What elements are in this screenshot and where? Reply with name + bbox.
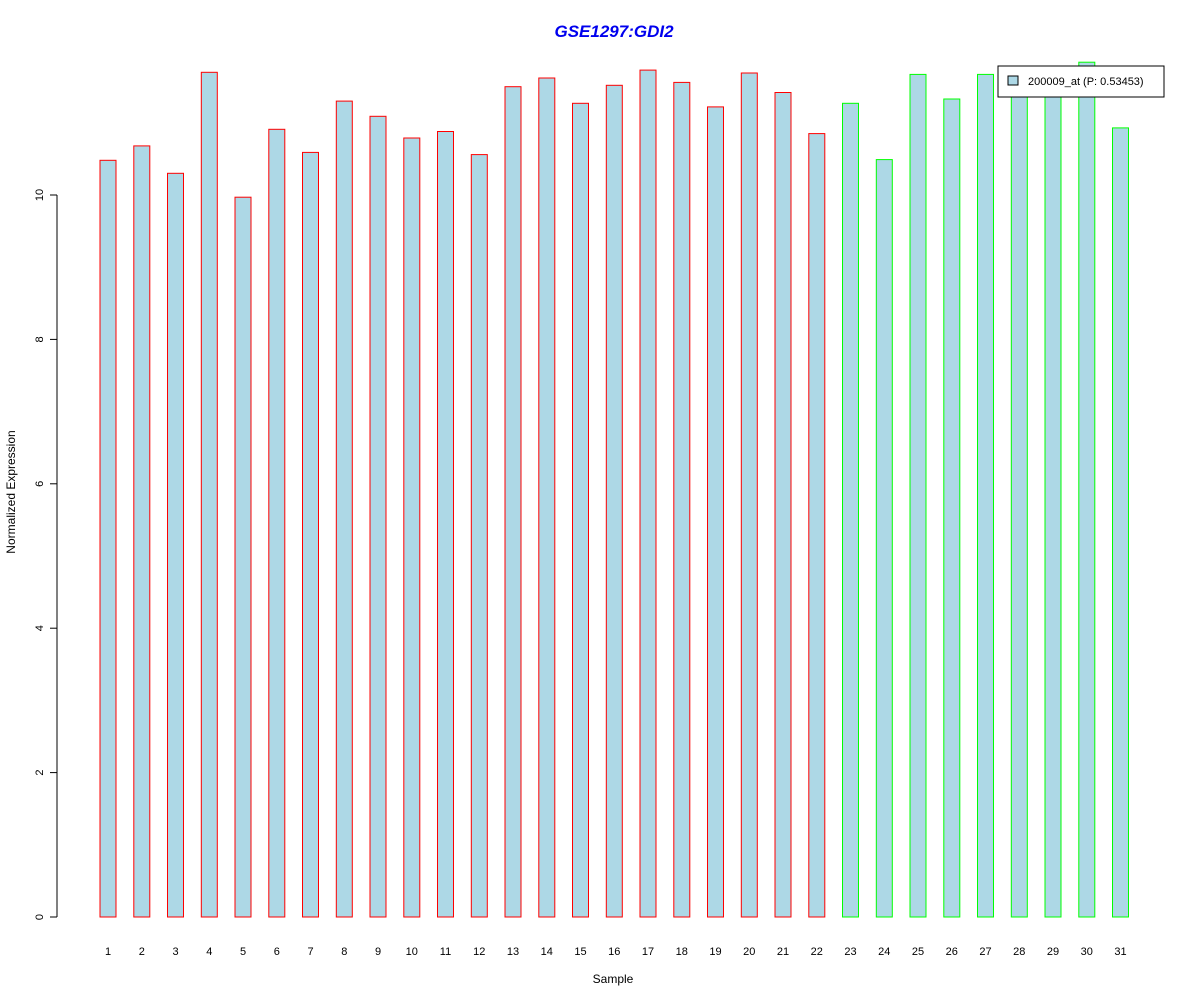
x-tick-label: 10 — [406, 946, 418, 958]
bar-sample-22 — [808, 133, 826, 918]
x-tick-label: 20 — [743, 946, 755, 958]
legend: 200009_at (P: 0.53453) — [997, 65, 1165, 98]
bar-sample-13 — [504, 86, 522, 918]
x-axis-tick-labels: 1 2 3 4 5 6 7 8 9 10 11 12 13 14 15 16 17 18 19 20 21 22 23 24 2… — [105, 946, 1127, 958]
bar-sample-23 — [842, 102, 859, 918]
bar-sample-24 — [875, 159, 893, 918]
x-tick-label: 25 — [912, 946, 924, 958]
bar-sample-20 — [740, 72, 758, 918]
x-tick-label: 5 — [240, 946, 246, 958]
y-axis: 0 2 4 6 8 10 — [34, 189, 58, 920]
bar-sample-5 — [234, 196, 252, 918]
bar-sample-8 — [335, 100, 353, 918]
x-tick-label: 7 — [307, 946, 313, 958]
bar-sample-19 — [707, 106, 724, 918]
x-tick-label: 12 — [473, 946, 485, 958]
x-tick-label: 31 — [1114, 946, 1126, 958]
x-tick-label: 28 — [1013, 946, 1025, 958]
y-axis-label: Normalized Expression — [4, 430, 18, 553]
y-tick-label: 0 — [34, 914, 46, 920]
chart-title: GSE1297:GDI2 — [554, 22, 674, 41]
x-tick-label: 15 — [574, 946, 586, 958]
bar-sample-21 — [774, 92, 792, 918]
y-tick-label: 4 — [34, 625, 46, 631]
legend-box — [997, 65, 1165, 98]
bar-sample-30 — [1078, 61, 1096, 918]
bar-sample-11 — [437, 131, 454, 918]
x-tick-label: 14 — [541, 946, 553, 958]
bar-sample-18 — [673, 81, 691, 918]
x-tick-label: 6 — [274, 946, 280, 958]
bar-sample-10 — [403, 137, 421, 918]
x-tick-label: 30 — [1081, 946, 1093, 958]
bars-group — [99, 61, 1129, 918]
y-tick-label: 2 — [34, 770, 46, 776]
bar-sample-29 — [1044, 89, 1062, 918]
bar-sample-28 — [1010, 86, 1028, 918]
x-tick-label: 3 — [172, 946, 178, 958]
x-tick-label: 24 — [878, 946, 890, 958]
bar-sample-1 — [99, 159, 117, 918]
x-tick-label: 17 — [642, 946, 654, 958]
x-tick-label: 18 — [676, 946, 688, 958]
bar-sample-3 — [167, 172, 184, 918]
legend-label: 200009_at (P: 0.53453) — [1028, 76, 1144, 88]
bar-sample-14 — [538, 77, 556, 918]
legend-swatch — [1007, 75, 1019, 86]
bar-sample-6 — [268, 128, 286, 918]
bar-sample-17 — [639, 69, 657, 918]
y-tick-label: 6 — [34, 481, 46, 487]
bar-sample-4 — [200, 71, 218, 918]
x-tick-label: 19 — [709, 946, 721, 958]
bar-sample-12 — [470, 154, 488, 918]
bar-sample-7 — [302, 151, 319, 918]
bar-sample-15 — [572, 102, 589, 918]
bar-sample-9 — [369, 115, 387, 918]
bar-sample-2 — [133, 145, 151, 918]
x-tick-label: 16 — [608, 946, 620, 958]
x-tick-label: 8 — [341, 946, 347, 958]
x-tick-label: 29 — [1047, 946, 1059, 958]
y-tick-label: 8 — [34, 336, 46, 342]
x-tick-label: 21 — [777, 946, 789, 958]
x-tick-label: 11 — [440, 946, 451, 958]
bar-sample-16 — [605, 84, 623, 918]
x-tick-label: 9 — [375, 946, 381, 958]
x-tick-label: 4 — [206, 946, 212, 958]
x-tick-label: 1 — [105, 946, 111, 958]
bar-sample-25 — [909, 73, 927, 918]
bar-sample-27 — [977, 73, 994, 918]
x-tick-label: 27 — [979, 946, 991, 958]
x-tick-label: 2 — [139, 946, 145, 958]
x-axis-label: Sample — [593, 972, 634, 986]
x-tick-label: 26 — [946, 946, 958, 958]
bar-sample-31 — [1112, 127, 1129, 918]
x-tick-label: 22 — [811, 946, 823, 958]
x-tick-label: 23 — [844, 946, 856, 958]
bar-sample-26 — [943, 98, 961, 918]
y-tick-label: 10 — [34, 189, 46, 201]
x-tick-label: 13 — [507, 946, 519, 958]
